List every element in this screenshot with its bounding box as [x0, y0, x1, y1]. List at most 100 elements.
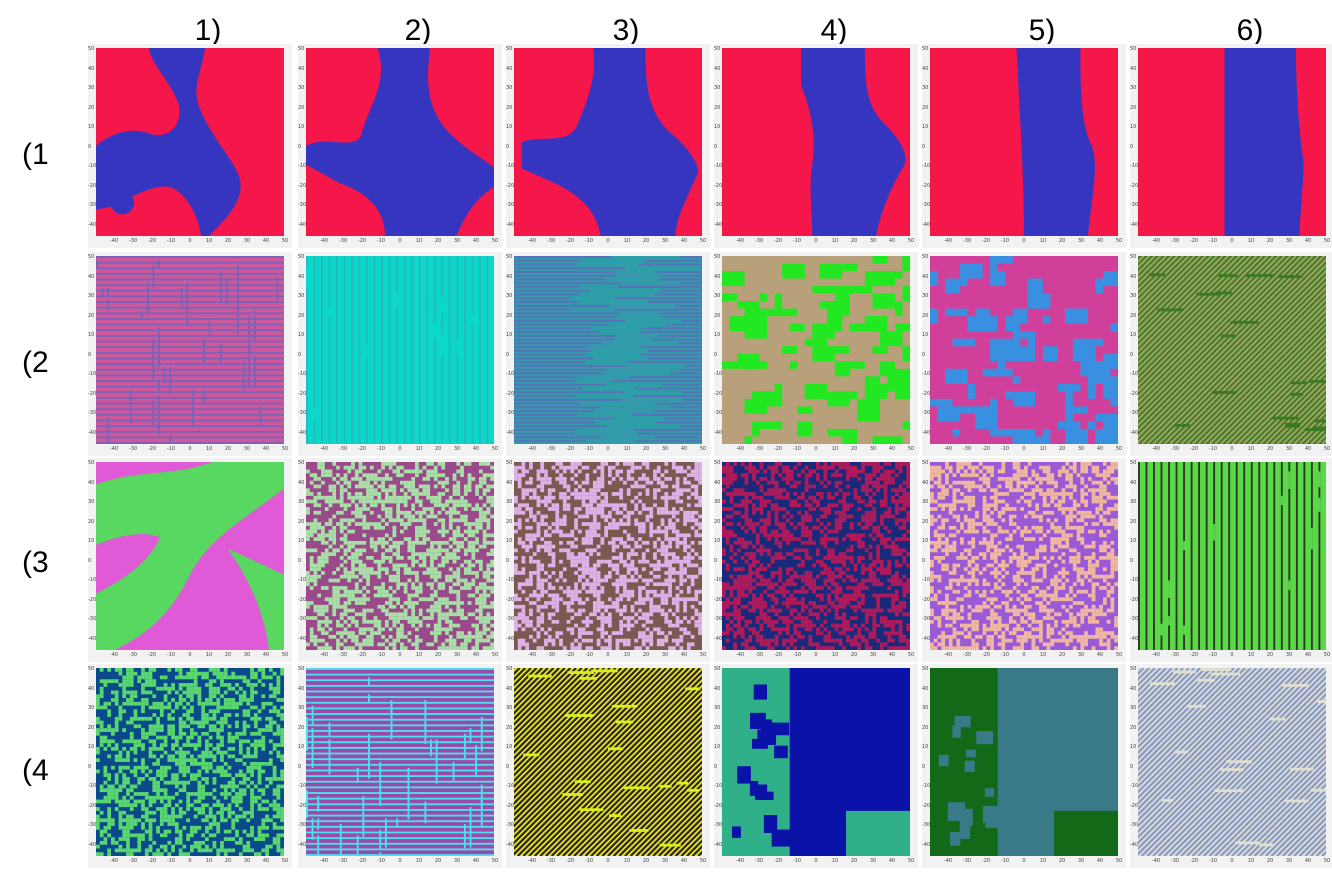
panel-r2-c1: 50 40 30 20 10 0 -10 -20 -30 -40 -40 -30 -20 -10 0 10 20…: [88, 252, 292, 456]
pattern-svg: [722, 462, 910, 650]
pattern-plot: [1138, 668, 1326, 856]
x-tick-label: 50: [1115, 238, 1123, 244]
x-tick-label: -10: [376, 652, 386, 658]
y-tick-label: -40: [298, 635, 307, 642]
y-tick-label: 20: [506, 104, 513, 111]
x-tick-label: -40: [527, 446, 537, 452]
y-tick-label: 0: [1130, 763, 1134, 770]
x-tick-label: 30: [1285, 652, 1293, 658]
x-tick-label: -40: [319, 858, 329, 864]
x-tick-label: 40: [472, 652, 480, 658]
x-tick-label: -40: [943, 446, 953, 452]
y-tick-label: 50: [88, 460, 95, 466]
x-tick-label: 50: [907, 446, 915, 452]
x-tick-label: 30: [1077, 652, 1085, 658]
x-tick-label: 0: [188, 238, 192, 244]
x-tick-label: 40: [1304, 858, 1312, 864]
x-tick-label: 20: [850, 446, 858, 452]
y-tick-label: -30: [88, 410, 97, 416]
x-tick-label: 30: [661, 652, 669, 658]
x-tick-label: 0: [1022, 858, 1026, 864]
x-tick-label: 0: [814, 652, 818, 658]
pattern-plot: [96, 668, 284, 856]
x-tick-label: -30: [128, 858, 138, 864]
x-tick-label: 20: [1058, 858, 1066, 864]
x-tick-label: 20: [1266, 238, 1274, 244]
x-tick-label: -40: [109, 446, 119, 452]
y-tick-label: -30: [922, 822, 931, 828]
y-tick-label: 10: [1130, 744, 1137, 750]
y-tick-label: 40: [88, 273, 95, 280]
panel-r4-c6: 50 40 30 20 10 0 -10 -20 -30 -40 -40 -30 -20 -10 0 10 20…: [1130, 664, 1332, 868]
y-tick-label: 20: [922, 518, 929, 525]
x-tick-label: 0: [188, 446, 192, 452]
y-tick-label: -10: [298, 371, 307, 377]
x-tick-label: -20: [565, 238, 575, 244]
x-tick-label: 0: [1230, 238, 1234, 244]
y-tick-label: -30: [88, 822, 97, 828]
column-label-3: 3): [612, 14, 640, 47]
x-tick-label: 40: [888, 446, 896, 452]
y-tick-label: -40: [88, 635, 97, 642]
x-tick-label: 20: [642, 238, 650, 244]
x-tick-label: -20: [773, 652, 783, 658]
y-tick-label: 30: [506, 499, 513, 505]
y-tick-label: 50: [922, 460, 929, 466]
y-tick-label: -30: [922, 410, 931, 416]
pattern-svg: [96, 668, 284, 856]
y-tick-label: 0: [506, 143, 510, 150]
panel-r1-c3: 50 40 30 20 10 0 -10 -20 -30 -40 -40 -30 -20 -10 0 10 20…: [506, 44, 710, 248]
pattern-plot: [930, 48, 1118, 236]
x-tick-label: 50: [1115, 652, 1123, 658]
y-tick-label: 10: [506, 744, 513, 750]
x-tick-label: 40: [1304, 652, 1312, 658]
y-tick-label: 50: [506, 254, 513, 260]
x-tick-label: -30: [128, 238, 138, 244]
x-tick-label: -10: [584, 652, 594, 658]
pattern-svg: [514, 462, 702, 650]
y-tick-label: 20: [1130, 724, 1137, 731]
pattern-svg: [306, 462, 494, 650]
y-tick-label: -30: [1130, 616, 1139, 622]
x-tick-label: 10: [831, 858, 839, 864]
x-tick-label: -10: [1000, 446, 1010, 452]
x-tick-label: 30: [661, 446, 669, 452]
y-tick-label: 10: [714, 744, 721, 750]
y-tick-label: 50: [714, 254, 721, 260]
x-tick-label: 0: [398, 238, 402, 244]
x-tick-label: -20: [565, 858, 575, 864]
x-tick-label: 20: [1058, 652, 1066, 658]
panel-r3-c1: 50 40 30 20 10 0 -10 -20 -30 -40 -40 -30 -20 -10 0 10 20…: [88, 458, 292, 662]
y-tick-label: 0: [88, 763, 92, 770]
x-tick-label: -10: [792, 858, 802, 864]
x-tick-label: -10: [1000, 858, 1010, 864]
y-tick-label: 30: [88, 293, 95, 299]
x-tick-label: 0: [1230, 858, 1234, 864]
y-tick-label: 0: [1130, 143, 1134, 150]
x-tick-label: 30: [1077, 446, 1085, 452]
x-tick-label: -30: [754, 446, 764, 452]
x-tick-label: 20: [434, 652, 442, 658]
y-tick-label: 30: [1130, 293, 1137, 299]
y-tick-label: 30: [298, 705, 305, 711]
pattern-plot: [722, 48, 910, 236]
x-tick-label: 10: [1247, 858, 1255, 864]
x-tick-label: -10: [792, 446, 802, 452]
x-tick-label: 10: [623, 858, 631, 864]
y-tick-label: 30: [922, 705, 929, 711]
x-tick-label: 30: [453, 652, 461, 658]
y-tick-label: 20: [88, 104, 95, 111]
x-tick-label: 30: [243, 858, 251, 864]
panel-r2-c5: 50 40 30 20 10 0 -10 -20 -30 -40 -40 -30 -20 -10 0 10 20…: [922, 252, 1126, 456]
x-tick-label: 20: [850, 858, 858, 864]
y-tick-label: 30: [714, 85, 721, 91]
x-tick-label: 10: [831, 238, 839, 244]
y-tick-label: 20: [714, 104, 721, 111]
y-tick-label: 30: [506, 705, 513, 711]
row-label-4: (4: [22, 754, 49, 787]
x-tick-label: 50: [907, 858, 915, 864]
x-tick-label: 40: [472, 238, 480, 244]
panel-r1-c1: 50 40 30 20 10 0 -10 -20 -30 -40 -40 -30 -20 -10 0 10 20…: [88, 44, 292, 248]
x-tick-label: 10: [623, 238, 631, 244]
y-tick-label: -30: [88, 616, 97, 622]
